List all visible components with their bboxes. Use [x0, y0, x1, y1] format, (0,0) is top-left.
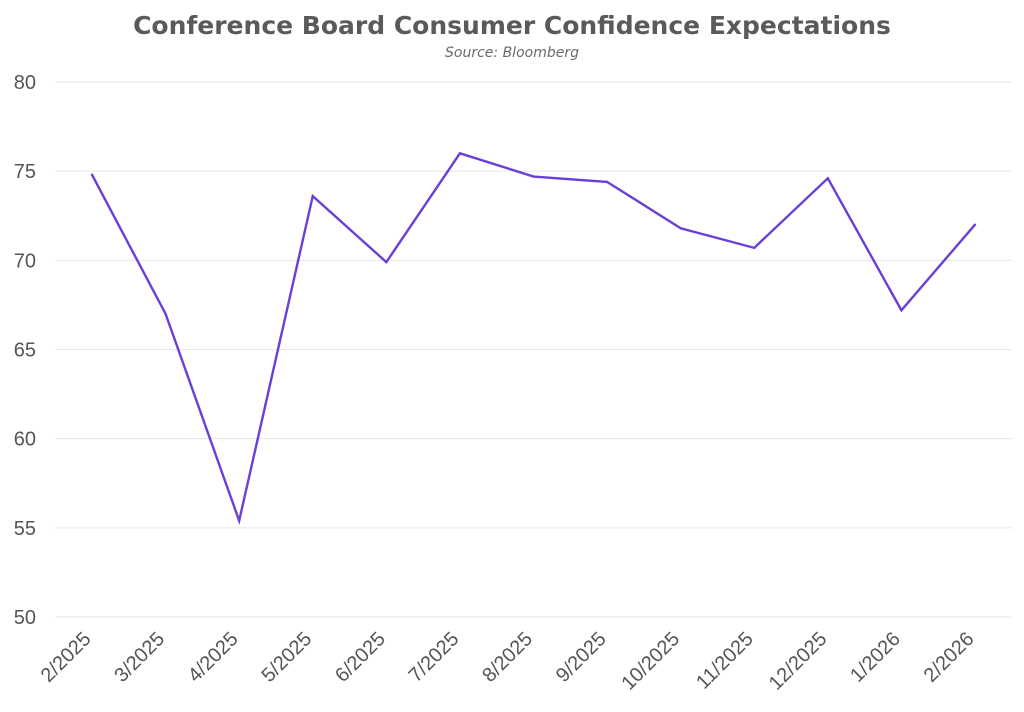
y-tick-label: 65	[14, 340, 36, 362]
y-tick-label: 80	[14, 72, 36, 94]
x-axis-tick-labels: 2/2025 3/2025 4/2025 5/2025 6/2025 7/2025 8/20…	[37, 628, 979, 695]
x-tick-label: 3/2025	[110, 628, 169, 687]
data-point	[164, 312, 167, 316]
y-tick-label: 60	[14, 429, 36, 451]
x-tick-label: 2/2025	[37, 628, 96, 687]
data-point	[900, 309, 903, 312]
data-point	[679, 227, 682, 230]
y-axis-tick-labels: 50 55 60 65 70 75 80	[14, 72, 36, 629]
x-tick-label: 10/2025	[618, 628, 685, 695]
data-point	[532, 175, 535, 178]
y-tick-label: 70	[14, 250, 36, 272]
y-tick-label: 50	[14, 607, 36, 629]
series-line	[90, 151, 976, 525]
data-point	[311, 194, 314, 198]
gridlines	[55, 81, 1012, 618]
x-tick-label: 11/2025	[692, 628, 758, 694]
data-point	[753, 246, 756, 250]
series-group	[90, 151, 977, 525]
data-point	[385, 260, 388, 264]
data-point	[458, 152, 462, 155]
data-point	[237, 519, 241, 522]
data-point	[90, 173, 94, 176]
data-point	[826, 177, 830, 180]
data-point	[973, 223, 977, 226]
x-tick-label: 12/2025	[765, 628, 832, 695]
x-tick-label: 8/2025	[478, 628, 537, 687]
x-tick-label: 9/2025	[552, 628, 611, 687]
data-point	[605, 180, 609, 184]
x-tick-label: 4/2025	[184, 628, 243, 687]
x-tick-label: 2/2026	[920, 628, 979, 687]
chart-title: Conference Board Consumer Confidence Exp…	[133, 11, 891, 40]
y-tick-label: 55	[14, 518, 36, 540]
chart-subtitle: Source: Bloomberg	[445, 45, 579, 61]
y-tick-label: 75	[14, 161, 36, 183]
x-tick-label: 1/2026	[846, 628, 905, 687]
x-tick-label: 6/2025	[331, 628, 390, 687]
x-tick-label: 5/2025	[257, 628, 316, 687]
x-tick-label: 7/2025	[405, 628, 464, 687]
